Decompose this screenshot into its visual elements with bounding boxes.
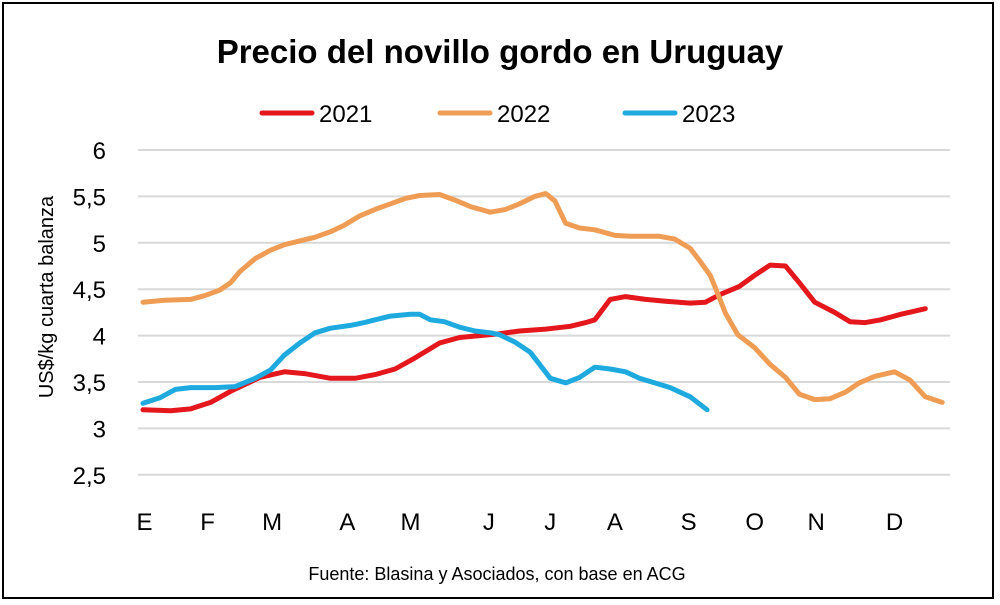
series-lines [140,191,945,414]
x-tick-label: N [808,509,825,536]
x-tick-label: F [200,509,215,536]
legend-label-2023: 2023 [682,101,735,128]
x-tick-label: D [886,509,903,536]
y-tick-label: 5 [93,231,106,258]
y-tick-label: 5,5 [73,184,106,211]
series-line-2021 [140,262,928,414]
chart-title: Precio del novillo gordo en Uruguay [217,33,784,70]
y-tick-label: 2,5 [73,463,106,490]
x-tick-label: O [745,509,764,536]
y-axis-label: US$/kg cuarta balanza [36,195,58,398]
x-tick-label: S [681,509,697,536]
series-line-2022 [140,191,945,405]
y-tick-label: 6 [93,138,106,165]
x-tick-label: A [607,509,623,536]
x-tick-label: J [544,509,556,536]
y-tick-label: 4 [93,324,106,351]
chart-frame [2,2,994,599]
legend: 2021 2022 2023 [259,101,735,128]
x-tick-label: A [339,509,355,536]
y-axis-ticks: 6 5,5 5 4,5 4 3,5 3 2,5 [73,138,106,490]
x-tick-label: M [400,509,420,536]
legend-label-2021: 2021 [319,101,372,128]
gridlines [138,149,950,476]
y-tick-label: 4,5 [73,277,106,304]
x-tick-label: M [262,509,282,536]
x-tick-label: E [137,509,153,536]
y-tick-label: 3 [93,416,106,443]
series-line-2023 [140,311,710,413]
y-tick-label: 3,5 [73,370,106,397]
source-note: Fuente: Blasina y Asociados, con base en… [308,564,685,584]
x-tick-label: J [483,509,495,536]
legend-label-2022: 2022 [497,101,550,128]
